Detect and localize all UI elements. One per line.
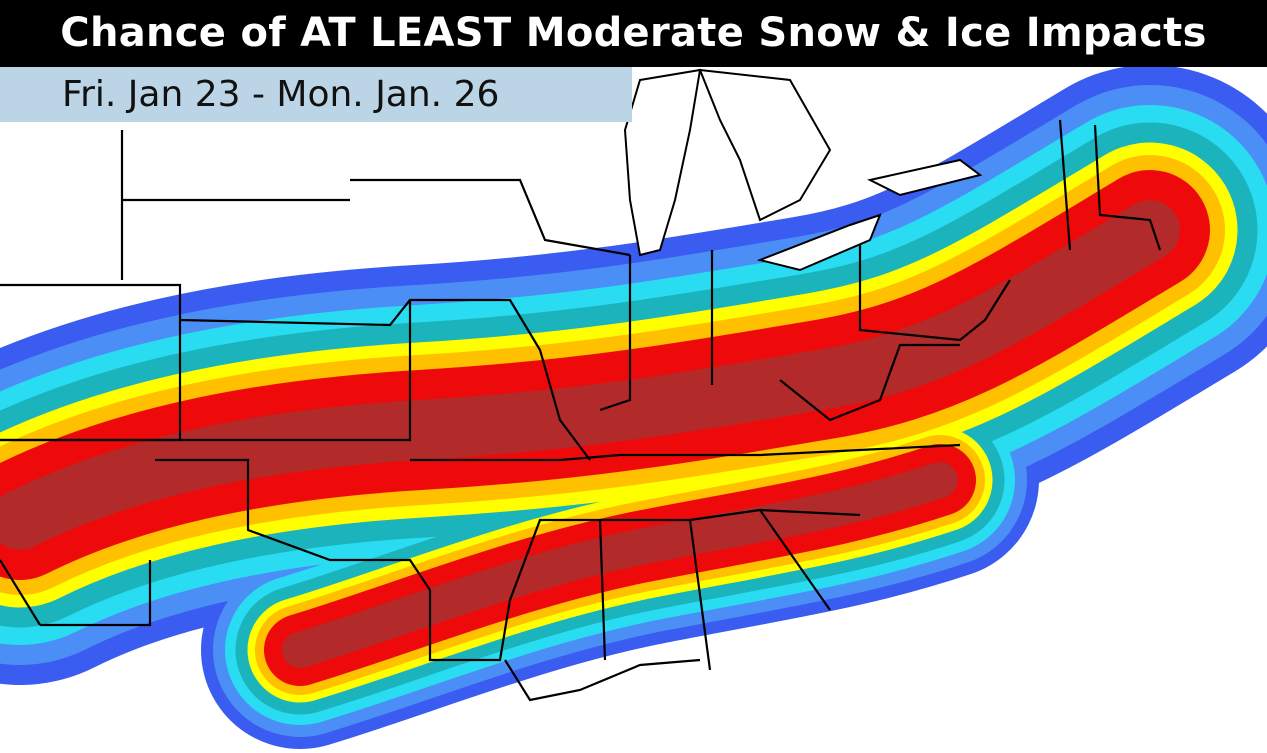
lake-michigan [623,68,702,257]
lake-ontario [867,158,983,197]
state-borders [0,119,1162,702]
map-title: Chance of AT LEAST Moderate Snow & Ice I… [0,0,1267,67]
lake-huron [698,68,832,222]
great-lakes [623,68,983,272]
southern-band-level-8 [282,462,958,668]
lake-erie [756,213,882,272]
date-range-label: Fri. Jan 23 - Mon. Jan. 26 [0,67,632,122]
